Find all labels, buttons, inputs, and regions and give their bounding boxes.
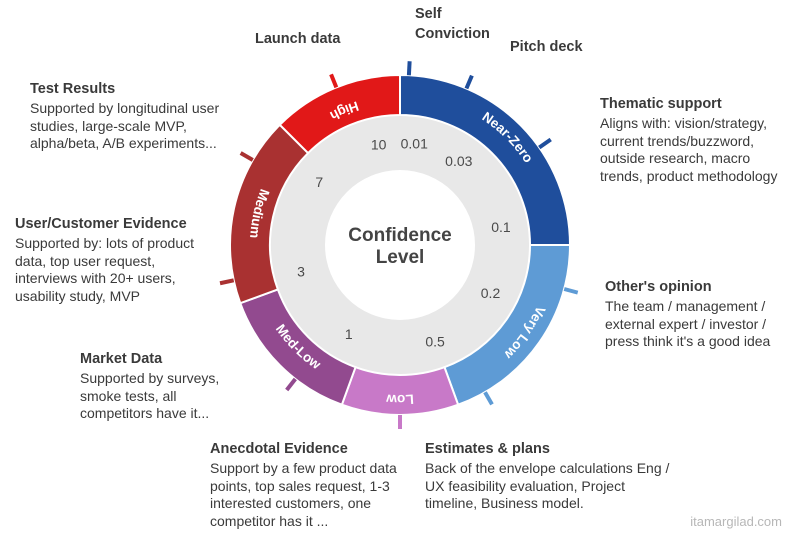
callout-body: Supported by surveys, smoke tests, all c…	[80, 370, 219, 421]
score-tick: 0.5	[425, 333, 445, 349]
callout-spoke-user_evidence	[220, 280, 234, 283]
callout-spoke-launch_data	[331, 74, 336, 87]
callout-body: Back of the envelope calculations Eng / …	[425, 460, 669, 511]
callout-self-conviction: Self Conviction	[415, 5, 515, 45]
score-tick: 1	[345, 326, 353, 342]
callout-body: Support by a few product data points, to…	[210, 460, 397, 529]
callout-title: Launch data	[255, 30, 375, 48]
callout-body: Supported by: lots of product data, top …	[15, 235, 194, 304]
callout-title: Self	[415, 5, 515, 23]
callout-user-evidence: User/Customer Evidence Supported by: lot…	[15, 215, 205, 305]
callout-body: Aligns with: vision/strategy, current tr…	[600, 115, 777, 184]
segment-low	[342, 367, 458, 415]
callout-title: Anecdotal Evidence	[210, 440, 420, 458]
callout-title: Market Data	[80, 350, 250, 368]
callout-title: Estimates & plans	[425, 440, 675, 458]
center-title-line2: Level	[376, 247, 425, 268]
callout-title: Thematic support	[600, 95, 785, 113]
attribution-text: itamargilad.com	[690, 514, 782, 529]
callout-body: The team / management / external expert …	[605, 298, 770, 349]
callout-title: Pitch deck	[510, 38, 630, 56]
callout-anecdotal: Anecdotal Evidence Support by a few prod…	[210, 440, 420, 530]
callout-body: Supported by longitudinal user studies, …	[30, 100, 219, 151]
callout-spoke-market_data	[287, 379, 296, 390]
callout-test-results: Test Results Supported by longitudinal u…	[30, 80, 240, 153]
callout-spoke-test_results	[241, 153, 253, 160]
score-tick: 3	[297, 264, 305, 280]
score-tick: 0.1	[491, 219, 511, 235]
callout-launch-data: Launch data	[255, 30, 375, 50]
callout-title: Test Results	[30, 80, 240, 98]
score-tick: 10	[371, 137, 387, 153]
score-tick: 0.01	[401, 135, 428, 151]
callout-market-data: Market Data Supported by surveys, smoke …	[80, 350, 250, 423]
callout-spoke-pitch_deck	[466, 76, 471, 89]
segment-label-low: Low	[385, 391, 414, 407]
callout-title: User/Customer Evidence	[15, 215, 205, 233]
callout-thematic: Thematic support Aligns with: vision/str…	[600, 95, 785, 185]
score-tick: 0.03	[445, 153, 472, 169]
callout-spoke-thematic	[539, 139, 550, 147]
callout-title-2: Conviction	[415, 25, 515, 43]
center-title-line1: Confidence	[348, 225, 451, 246]
callout-estimates: Estimates & plans Back of the envelope c…	[425, 440, 675, 513]
callout-spoke-estimates	[485, 392, 492, 404]
callout-title: Other's opinion	[605, 278, 790, 296]
score-tick: 7	[315, 174, 323, 190]
callout-spoke-others_opinion	[564, 289, 578, 293]
callout-spoke-self_conviction	[409, 61, 410, 75]
callout-pitch-deck: Pitch deck	[510, 38, 630, 58]
callout-others-opinion: Other's opinion The team / management / …	[605, 278, 790, 351]
score-tick: 0.2	[481, 285, 501, 301]
